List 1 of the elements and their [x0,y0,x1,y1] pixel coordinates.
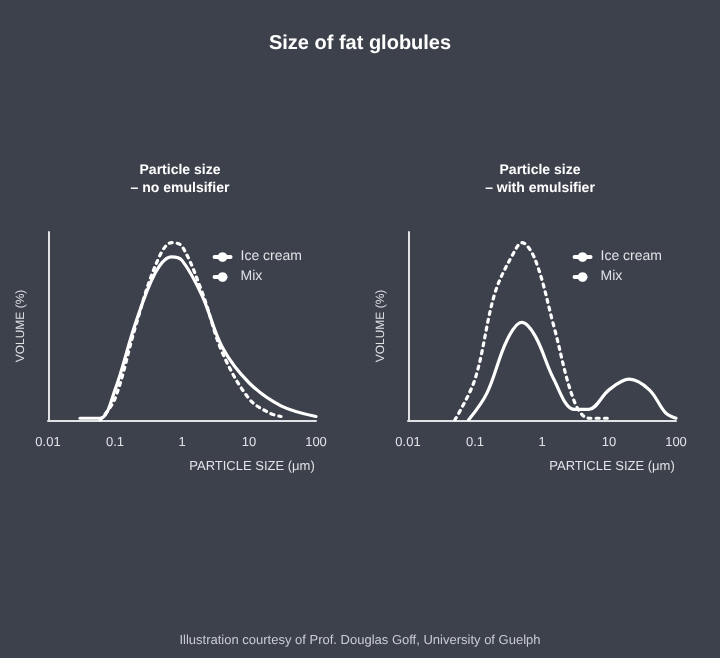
text: Size of fat globules [268,33,452,55]
